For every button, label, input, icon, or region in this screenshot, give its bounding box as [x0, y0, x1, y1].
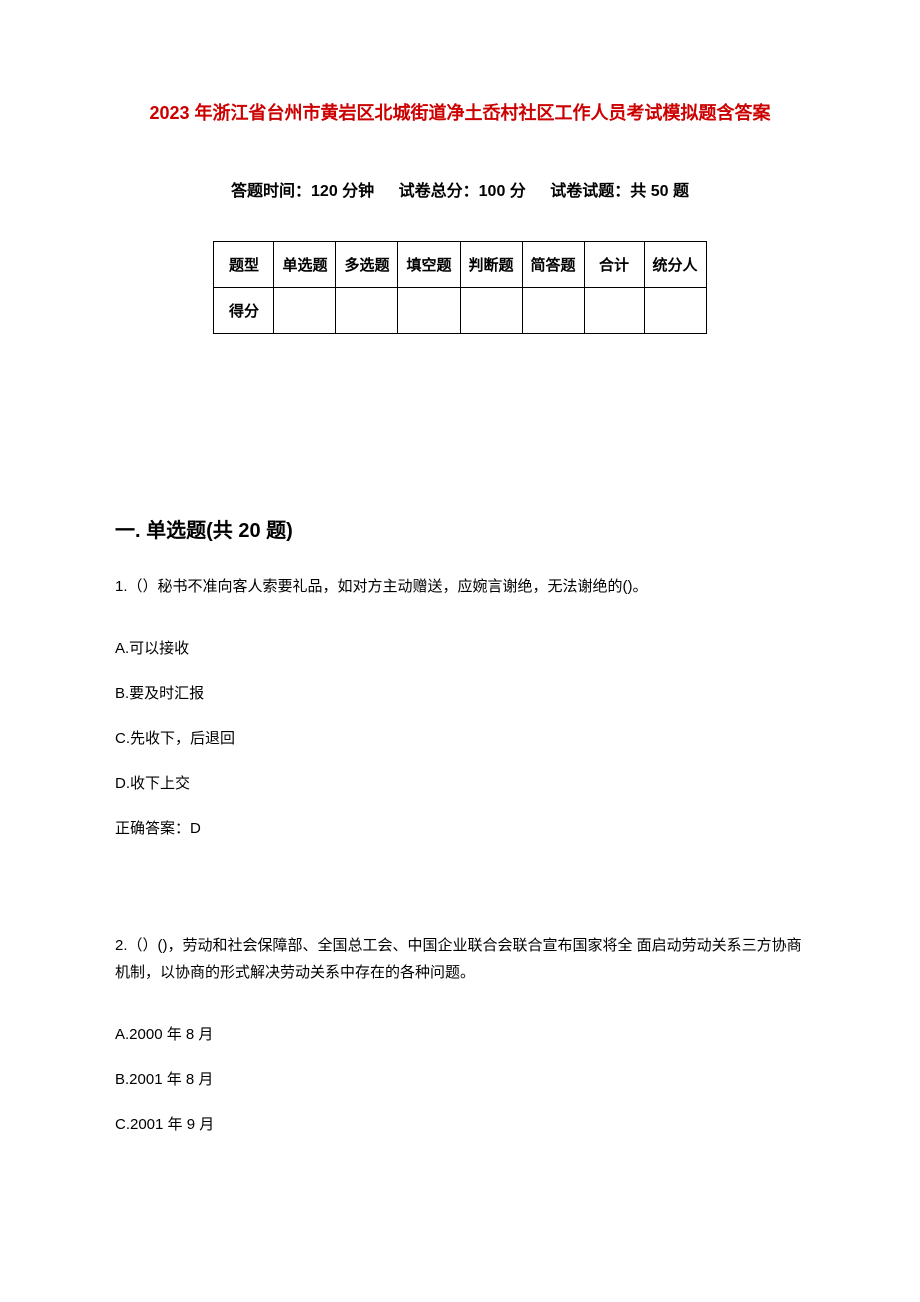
- table-header-cell: 单选题: [274, 242, 336, 288]
- table-score-cell: [460, 288, 522, 334]
- exam-info-row: 答题时间：120 分钟 试卷总分：100 分 试卷试题：共 50 题: [115, 177, 805, 201]
- table-score-cell: [274, 288, 336, 334]
- question-option: D.收下上交: [115, 770, 805, 797]
- table-score-cell: [522, 288, 584, 334]
- question-option: C.2001 年 9 月: [115, 1111, 805, 1138]
- table-score-cell: [584, 288, 644, 334]
- question-text: 2.（）()，劳动和社会保障部、全国总工会、中国企业联合会联合宣布国家将全 面启…: [115, 932, 805, 986]
- table-header-cell: 多选题: [336, 242, 398, 288]
- question-option: C.先收下，后退回: [115, 725, 805, 752]
- table-score-row: 得分: [214, 288, 706, 334]
- table-header-cell: 判断题: [460, 242, 522, 288]
- question-option: A.2000 年 8 月: [115, 1021, 805, 1048]
- section-heading: 一. 单选题(共 20 题): [115, 514, 805, 543]
- question-option: A.可以接收: [115, 635, 805, 662]
- table-header-cell: 题型: [214, 242, 274, 288]
- question-option: B.2001 年 8 月: [115, 1066, 805, 1093]
- table-header-cell: 简答题: [522, 242, 584, 288]
- table-header-row: 题型 单选题 多选题 填空题 判断题 简答题 合计 统分人: [214, 242, 706, 288]
- table-row-label: 得分: [214, 288, 274, 334]
- table-score-cell: [336, 288, 398, 334]
- table-score-cell: [644, 288, 706, 334]
- exam-count: 试卷试题：共 50 题: [550, 183, 689, 200]
- table-score-cell: [398, 288, 460, 334]
- exam-time: 答题时间：120 分钟: [231, 183, 374, 200]
- question-text: 1.（）秘书不准向客人索要礼品，如对方主动赠送，应婉言谢绝，无法谢绝的()。: [115, 573, 805, 600]
- question-option: B.要及时汇报: [115, 680, 805, 707]
- table-header-cell: 统分人: [644, 242, 706, 288]
- table-header-cell: 填空题: [398, 242, 460, 288]
- table-header-cell: 合计: [584, 242, 644, 288]
- exam-total: 试卷总分：100 分: [399, 183, 526, 200]
- question-answer: 正确答案：D: [115, 815, 805, 842]
- score-table: 题型 单选题 多选题 填空题 判断题 简答题 合计 统分人 得分: [213, 241, 706, 334]
- document-title: 2023 年浙江省台州市黄岩区北城街道净土岙村社区工作人员考试模拟题含答案: [115, 100, 805, 127]
